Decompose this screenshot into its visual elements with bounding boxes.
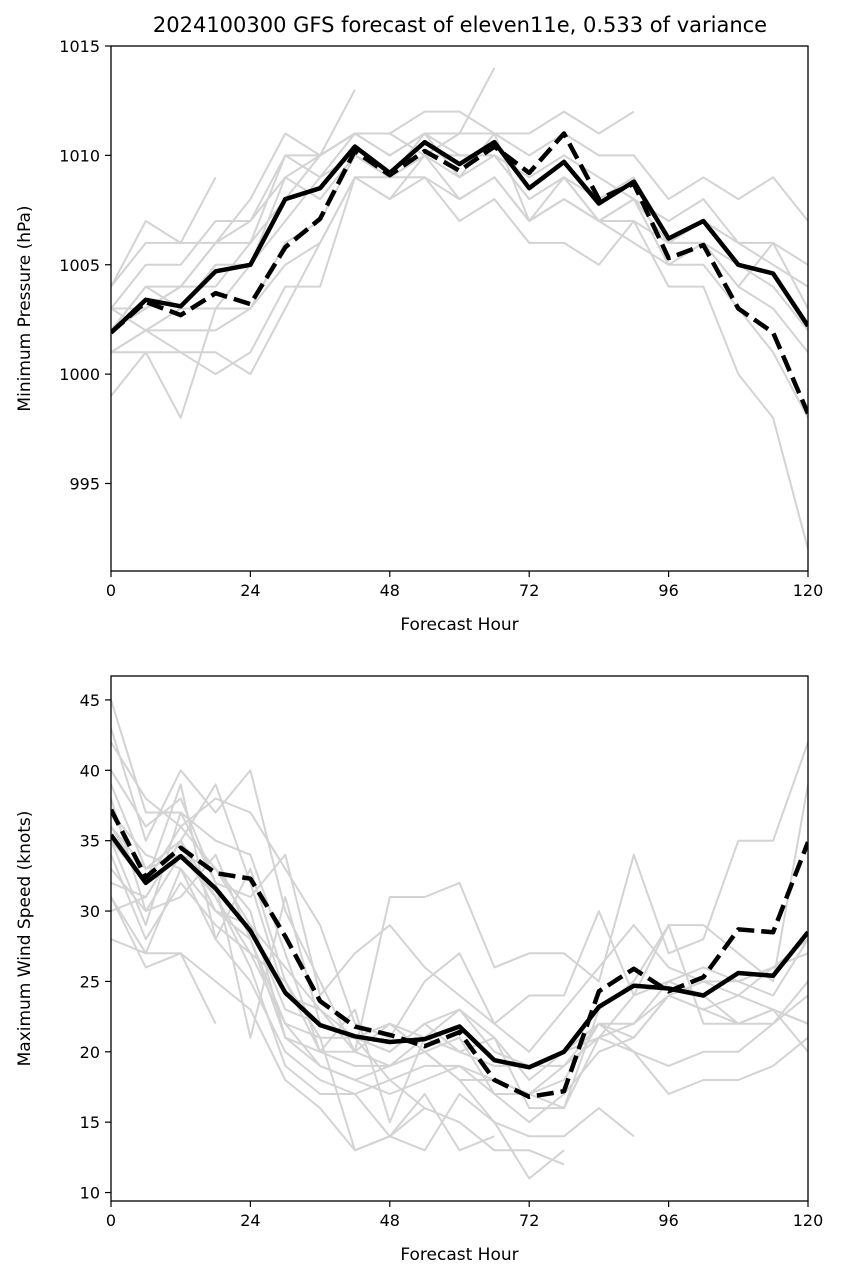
wind-highlight-line: [111, 808, 808, 1100]
pressure-panel: 0 24 48 72 96 120 995 1000 1005 1010 1015 Forecas…: [15, 37, 823, 635]
pressure-y-tick-label: 1000: [59, 365, 100, 384]
pressure-member-line-1: [111, 176, 217, 288]
pressure-y-ticks: 995 1000 1005 1010 1015: [59, 37, 111, 494]
wind-x-tick-label: 120: [793, 1211, 824, 1230]
wind-x-tick-label: 0: [106, 1211, 116, 1230]
pressure-x-tick-label: 96: [658, 581, 678, 600]
wind-x-tick-label: 24: [240, 1211, 260, 1230]
pressure-y-axis-label: Minimum Pressure (hPa): [15, 205, 35, 411]
pressure-y-tick-label: 1005: [59, 256, 100, 275]
pressure-member-line-11: [111, 154, 808, 419]
wind-member-line-14: [111, 839, 495, 1152]
wind-member-line-16: [111, 896, 565, 1166]
wind-y-tick-label: 35: [80, 832, 100, 851]
wind-plot-frame: [110, 675, 809, 1202]
wind-member-lines: [111, 699, 808, 1180]
pressure-y-tick-label: 1010: [59, 146, 100, 165]
wind-y-tick-label: 45: [80, 691, 100, 710]
pressure-member-line-2: [111, 89, 356, 332]
wind-y-tick-label: 15: [80, 1113, 100, 1132]
chart-title: 2024100300 GFS forecast of eleven11e, 0.…: [153, 13, 767, 37]
pressure-x-tick-label: 0: [106, 581, 116, 600]
wind-y-ticks: 10 15 20 25 30 35 40 45: [80, 691, 111, 1203]
pressure-x-axis-label: Forecast Hour: [400, 615, 518, 635]
wind-member-line-17: [111, 825, 808, 1110]
wind-y-tick-label: 30: [80, 902, 100, 921]
pressure-member-line-10: [111, 176, 808, 550]
wind-mean-line: [111, 833, 808, 1070]
wind-x-axis-label: Forecast Hour: [400, 1245, 518, 1265]
wind-panel: 0 24 48 72 96 120 10 15 20 25 30 35 40 45 Forecast H…: [15, 675, 823, 1265]
pressure-member-line-9: [111, 154, 808, 354]
pressure-x-tick-label: 48: [380, 581, 400, 600]
pressure-y-tick-label: 995: [69, 475, 100, 494]
wind-member-line-10: [111, 854, 808, 1124]
pressure-plot-frame: [110, 45, 809, 572]
pressure-x-tick-label: 72: [519, 581, 539, 600]
pressure-dashed-series: [111, 131, 808, 415]
wind-member-line-7: [111, 811, 808, 1081]
wind-y-tick-label: 10: [80, 1184, 100, 1203]
pressure-member-line-5: [111, 132, 808, 354]
pressure-member-lines: [111, 67, 808, 550]
wind-y-tick-label: 25: [80, 972, 100, 991]
wind-member-line-3: [111, 741, 808, 1053]
pressure-x-tick-label: 24: [240, 581, 260, 600]
wind-solid-series: [111, 833, 808, 1070]
wind-x-tick-label: 72: [519, 1211, 539, 1230]
pressure-y-tick-label: 1015: [59, 37, 100, 56]
wind-y-tick-label: 20: [80, 1043, 100, 1062]
wind-member-line-15: [111, 938, 217, 1025]
wind-member-line-18: [111, 825, 808, 1067]
wind-member-line-1: [111, 699, 426, 1124]
pressure-mean-line: [111, 139, 808, 335]
pressure-solid-series: [111, 139, 808, 335]
wind-x-tick-label: 48: [380, 1211, 400, 1230]
pressure-highlight-line: [111, 131, 808, 415]
pressure-member-line-4: [111, 110, 635, 332]
wind-y-tick-label: 40: [80, 761, 100, 780]
pressure-member-line-12: [111, 132, 808, 376]
wind-dashed-series: [111, 808, 808, 1100]
wind-x-tick-label: 96: [658, 1211, 678, 1230]
wind-x-ticks: 0 24 48 72 96 120: [106, 1201, 823, 1230]
pressure-x-ticks: 0 24 48 72 96 120: [106, 571, 823, 600]
pressure-x-tick-label: 120: [793, 581, 824, 600]
wind-y-axis-label: Maximum Wind Speed (knots): [15, 811, 35, 1067]
wind-member-line-2: [111, 727, 808, 1053]
